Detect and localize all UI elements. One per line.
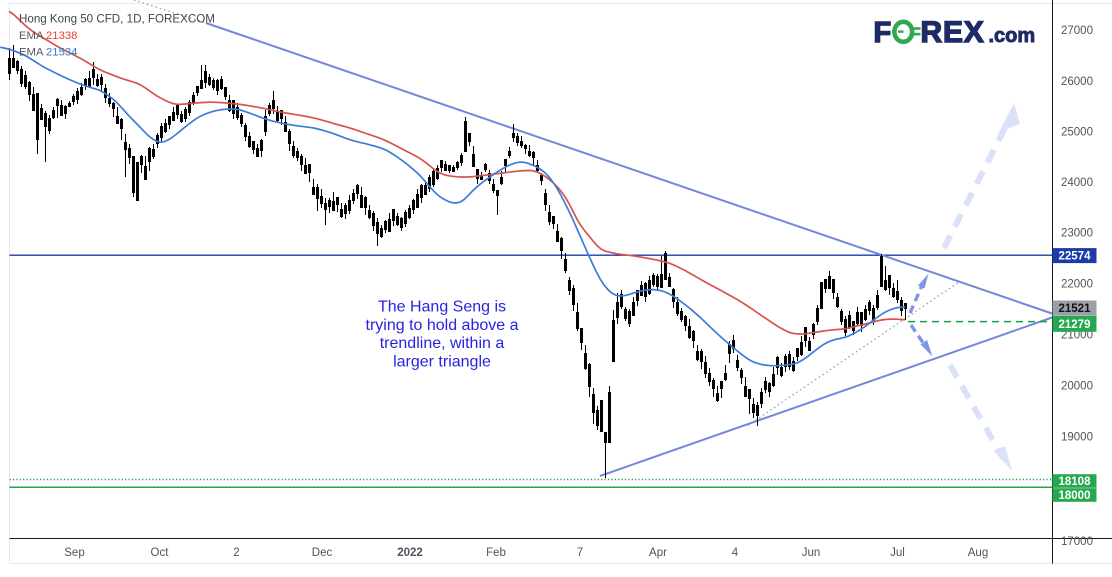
svg-text:26000: 26000 xyxy=(1061,76,1093,88)
svg-text:Jul: Jul xyxy=(890,547,905,559)
svg-text:4: 4 xyxy=(732,547,739,559)
svg-text:Apr: Apr xyxy=(649,547,667,559)
svg-text:17000: 17000 xyxy=(1061,536,1093,548)
svg-text:18000: 18000 xyxy=(1059,490,1091,502)
svg-text:21000: 21000 xyxy=(1061,330,1093,342)
svg-text:21521: 21521 xyxy=(1059,303,1092,315)
svg-text:Hong Kong 50 CFD, 1D, FOREXCOM: Hong Kong 50 CFD, 1D, FOREXCOM xyxy=(19,13,215,26)
svg-text:19000: 19000 xyxy=(1061,432,1093,444)
svg-text:22574: 22574 xyxy=(1059,251,1092,263)
svg-text:22000: 22000 xyxy=(1061,279,1093,291)
svg-text:Jun: Jun xyxy=(802,547,821,559)
svg-text:Sep: Sep xyxy=(64,547,84,559)
svg-text:F: F xyxy=(874,17,892,49)
svg-text:Oct: Oct xyxy=(151,547,170,559)
svg-text:Dec: Dec xyxy=(312,547,333,559)
svg-text:2022: 2022 xyxy=(397,547,423,559)
svg-text:27000: 27000 xyxy=(1061,25,1093,37)
svg-text:trying to hold above a: trying to hold above a xyxy=(366,317,519,334)
svg-text:trendline, within a: trendline, within a xyxy=(380,335,505,352)
svg-text:EMA 21534: EMA 21534 xyxy=(19,47,77,59)
svg-text:24000: 24000 xyxy=(1061,177,1093,189)
svg-text:REX: REX xyxy=(921,16,985,49)
svg-text:The Hang Seng is: The Hang Seng is xyxy=(378,299,506,316)
svg-text:21279: 21279 xyxy=(1059,319,1091,331)
svg-text:.com: .com xyxy=(989,25,1036,47)
svg-text:7: 7 xyxy=(577,547,583,559)
svg-text:Aug: Aug xyxy=(968,547,988,559)
svg-text:20000: 20000 xyxy=(1061,381,1093,393)
svg-text:EMA 21338: EMA 21338 xyxy=(19,30,77,42)
svg-text:larger triangle: larger triangle xyxy=(393,353,491,370)
svg-text:Feb: Feb xyxy=(486,547,506,559)
svg-text:25000: 25000 xyxy=(1061,127,1093,139)
svg-text:18108: 18108 xyxy=(1059,476,1092,488)
svg-text:23000: 23000 xyxy=(1061,228,1093,240)
svg-text:2: 2 xyxy=(233,547,239,559)
